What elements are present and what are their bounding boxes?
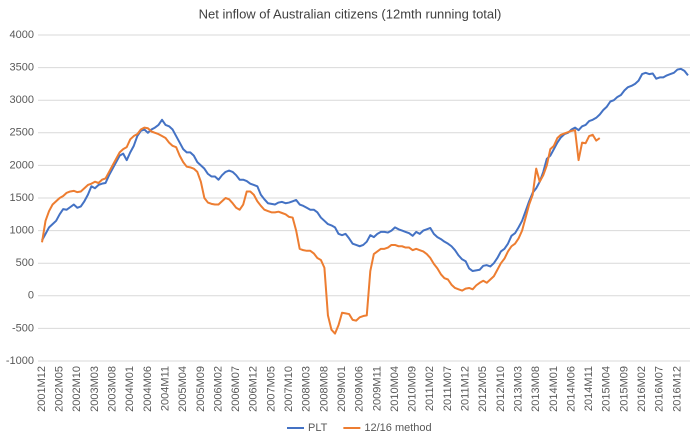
y-tick-label: 2500 xyxy=(10,127,34,139)
y-tick-label: 2000 xyxy=(10,159,34,171)
x-tick-label: 2008M03 xyxy=(301,366,313,412)
x-tick-label: 2006M12 xyxy=(248,366,260,412)
x-tick-label: 2010M04 xyxy=(389,366,401,412)
x-tick-label: 2012M10 xyxy=(495,366,507,412)
x-tick-label: 2016M12 xyxy=(671,366,683,412)
x-tick-label: 2002M10 xyxy=(71,366,83,412)
y-tick-label: 3500 xyxy=(10,62,34,74)
x-tick-label: 2003M08 xyxy=(107,366,119,412)
y-tick-label: 4000 xyxy=(10,29,34,41)
x-tick-label: 2011M02 xyxy=(424,366,436,411)
chart-title: Net inflow of Australian citizens (12mth… xyxy=(199,6,502,21)
x-tick-label: 2004M06 xyxy=(142,366,154,412)
x-tick-label: 2011M07 xyxy=(442,366,454,411)
x-tick-label: 2011M12 xyxy=(460,366,472,411)
x-tick-label: 2009M06 xyxy=(354,366,366,412)
x-tick-label: 2012M05 xyxy=(477,366,489,412)
x-tick-label: 2003M03 xyxy=(89,366,101,412)
x-tick-label: 2010M09 xyxy=(407,366,419,412)
legend-label: 12/16 method xyxy=(364,422,431,434)
y-tick-label: 0 xyxy=(28,290,34,302)
y-tick-label: 500 xyxy=(16,257,34,269)
series-line xyxy=(41,126,601,335)
y-tick-label: -1000 xyxy=(6,355,34,367)
x-tick-label: 2009M01 xyxy=(336,366,348,412)
y-tick-label: -500 xyxy=(12,322,34,334)
y-tick-label: 3000 xyxy=(10,94,34,106)
x-tick-label: 2013M03 xyxy=(512,366,524,412)
x-tick-label: 2007M05 xyxy=(265,366,277,412)
y-tick-label: 1000 xyxy=(10,225,34,237)
x-tick-label: 2001M12 xyxy=(36,366,48,412)
y-tick-label: 1500 xyxy=(10,192,34,204)
x-tick-label: 2015M09 xyxy=(618,366,630,412)
x-tick-label: 2015M04 xyxy=(601,366,613,412)
x-tick-label: 2014M01 xyxy=(548,366,560,412)
x-tick-label: 2014M06 xyxy=(565,366,577,412)
x-tick-label: 2008M08 xyxy=(318,366,330,412)
x-tick-label: 2002M05 xyxy=(54,366,66,412)
x-tick-label: 2013M08 xyxy=(530,366,542,412)
x-tick-label: 2014M11 xyxy=(583,366,595,411)
x-tick-label: 2016M07 xyxy=(654,366,666,412)
x-tick-label: 2004M11 xyxy=(159,366,171,411)
x-tick-label: 2005M04 xyxy=(177,366,189,412)
x-tick-label: 2006M07 xyxy=(230,366,242,412)
x-tick-label: 2016M02 xyxy=(636,366,648,412)
x-tick-label: 2005M09 xyxy=(195,366,207,412)
x-tick-label: 2004M01 xyxy=(124,366,136,412)
x-tick-label: 2006M02 xyxy=(212,366,224,412)
x-tick-label: 2009M11 xyxy=(371,366,383,411)
legend-label: PLT xyxy=(308,422,328,434)
x-tick-label: 2007M10 xyxy=(283,366,295,412)
